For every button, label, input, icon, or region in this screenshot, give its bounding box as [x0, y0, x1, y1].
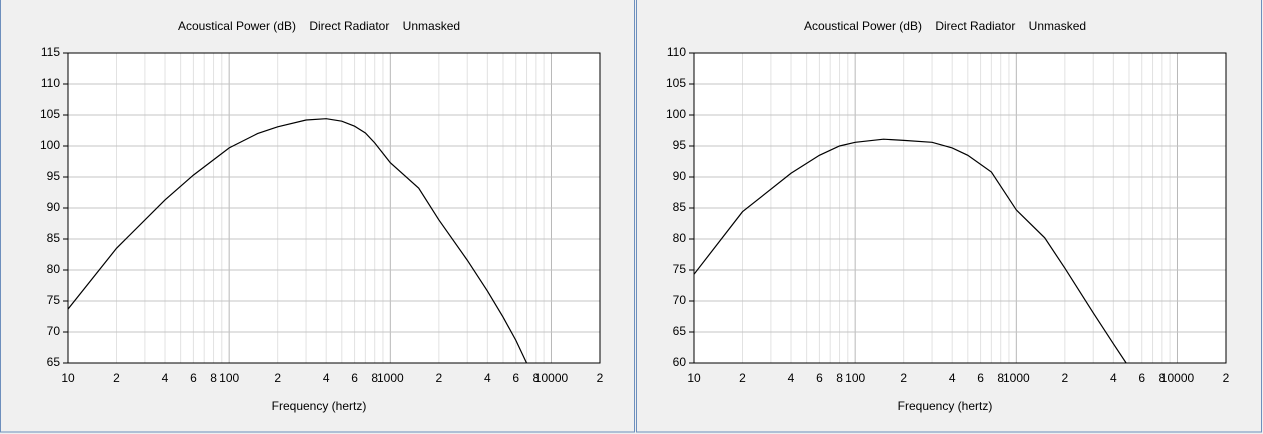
y-tick-label: 95 — [673, 138, 687, 152]
x-tick-label: 4 — [949, 371, 956, 385]
x-tick-label: 8 — [997, 371, 1004, 385]
y-tick-label: 70 — [47, 324, 61, 338]
y-tick-label: 85 — [47, 231, 61, 245]
x-tick-label: 6 — [512, 371, 519, 385]
x-tick-label: 6 — [977, 371, 984, 385]
x-axis-label: Frequency (hertz) — [898, 399, 993, 413]
y-tick-label: 75 — [673, 262, 687, 276]
y-tick-label: 110 — [41, 76, 60, 90]
y-tick-label: 65 — [47, 355, 61, 369]
x-tick-label: 8 — [371, 371, 378, 385]
x-tick-label: 2 — [113, 371, 120, 385]
x-tick-label: 2 — [435, 371, 442, 385]
panel-frame — [0, 0, 635, 433]
y-tick-label: 100 — [666, 107, 686, 121]
y-tick-label: 80 — [673, 231, 687, 245]
x-tick-label: 4 — [162, 371, 169, 385]
x-tick-label: 10 — [687, 371, 701, 385]
series-line — [68, 118, 528, 363]
chart-title: Acoustical Power (dB) Direct Radiator Un… — [804, 19, 1086, 33]
x-tick-label: 1000 — [1003, 371, 1030, 385]
x-tick-label: 4 — [323, 371, 330, 385]
plot-border — [693, 52, 1227, 364]
x-tick-label: 4 — [484, 371, 491, 385]
x-axis-label: Frequency (hertz) — [272, 399, 367, 413]
y-tick-label: 75 — [47, 293, 61, 307]
x-tick-label: 100 — [845, 371, 865, 385]
x-tick-label: 6 — [351, 371, 358, 385]
y-tick-label: 115 — [41, 45, 60, 59]
x-tick-label: 1000 — [377, 371, 404, 385]
series-line — [694, 138, 1127, 363]
y-tick-label: 90 — [673, 169, 687, 183]
x-tick-label: 6 — [816, 371, 823, 385]
y-tick-label: 105 — [666, 76, 686, 90]
x-tick-label: 8 — [1159, 371, 1166, 385]
x-tick-label: 100 — [219, 371, 239, 385]
x-tick-label: 10 — [61, 371, 75, 385]
x-tick-label: 6 — [190, 371, 197, 385]
x-tick-label: 2 — [1061, 371, 1068, 385]
x-tick-label: 10000 — [535, 371, 569, 385]
y-tick-label: 95 — [47, 169, 61, 183]
x-tick-label: 2 — [900, 371, 907, 385]
x-tick-label: 2 — [597, 371, 604, 385]
plot-border — [67, 52, 601, 364]
x-tick-label: 2 — [274, 371, 281, 385]
x-tick-label: 2 — [1223, 371, 1230, 385]
y-tick-label: 90 — [47, 200, 61, 214]
panel-frame — [636, 0, 1262, 433]
y-tick-label: 70 — [673, 293, 687, 307]
x-tick-label: 4 — [1110, 371, 1117, 385]
y-tick-label: 105 — [40, 107, 60, 121]
chart-title: Acoustical Power (dB) Direct Radiator Un… — [178, 19, 460, 33]
x-tick-label: 8 — [210, 371, 217, 385]
y-tick-label: 65 — [673, 324, 687, 338]
y-tick-label: 60 — [673, 355, 687, 369]
y-tick-label: 100 — [40, 138, 60, 152]
x-tick-label: 10000 — [1161, 371, 1195, 385]
y-tick-label: 85 — [673, 200, 687, 214]
y-tick-label: 110 — [667, 45, 686, 59]
x-tick-label: 4 — [788, 371, 795, 385]
x-tick-label: 2 — [739, 371, 746, 385]
x-tick-label: 8 — [836, 371, 843, 385]
x-tick-label: 8 — [533, 371, 540, 385]
y-tick-label: 80 — [47, 262, 61, 276]
x-tick-label: 6 — [1138, 371, 1145, 385]
